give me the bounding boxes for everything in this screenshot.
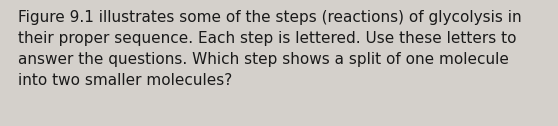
Text: Figure 9.1 illustrates some of the steps (reactions) of glycolysis in
their prop: Figure 9.1 illustrates some of the steps… <box>18 10 522 88</box>
